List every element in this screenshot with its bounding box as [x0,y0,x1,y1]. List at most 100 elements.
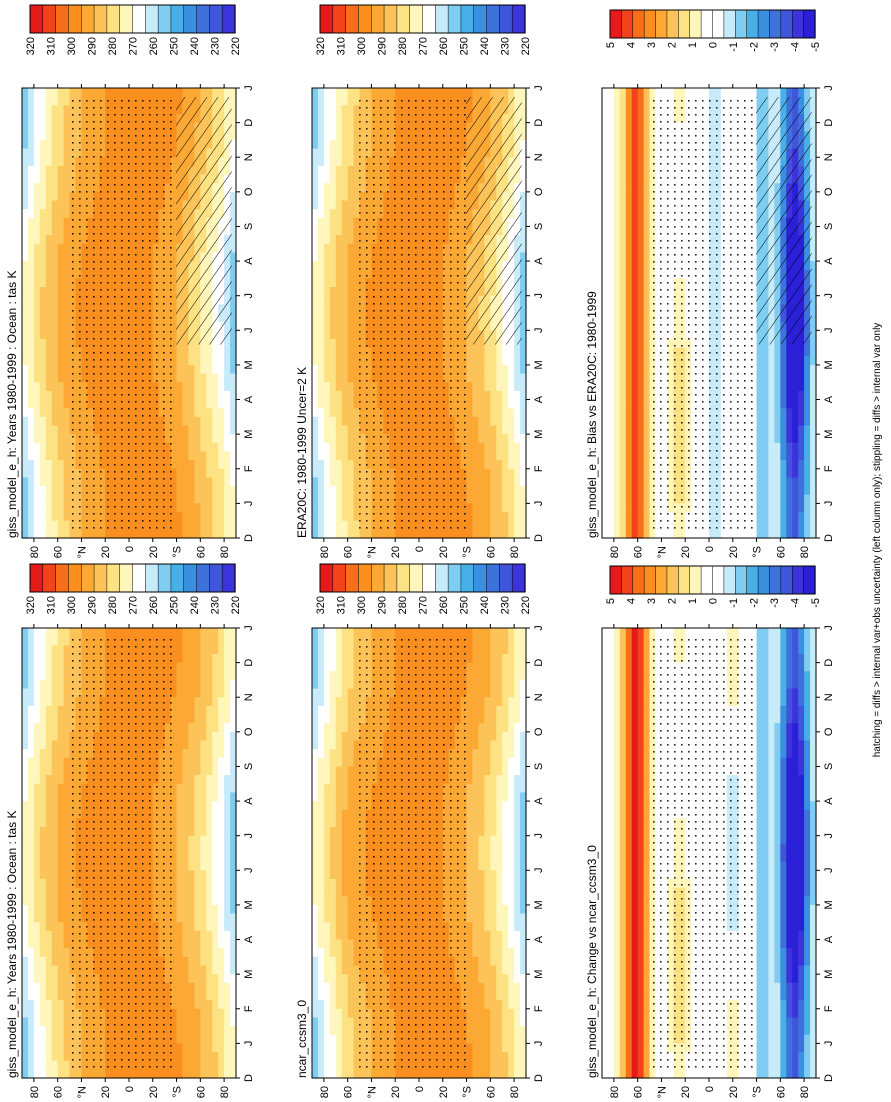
heatmap-cell [643,278,651,288]
month-tick-label: J [533,328,545,334]
heatmap-cell [33,356,41,366]
heatmap-cell [466,408,474,418]
heatmap-cell [335,486,343,496]
heatmap-cell [649,88,657,98]
heatmap-cell [786,416,793,427]
heatmap-cell [57,364,65,375]
heatmap-cell [619,373,627,383]
heatmap-cell [602,347,609,357]
heatmap-cell [496,382,503,392]
lat-tick-label: 0 [414,546,426,552]
heatmap-cell [353,235,361,245]
heatmap-cell [33,364,41,375]
heatmap-cell [484,451,491,461]
heatmap-cell [63,252,71,262]
heatmap-cell [643,96,651,106]
heatmap-cell [323,373,331,383]
heatmap-cell [407,88,414,98]
heatmap-cell [377,88,384,98]
heatmap-cell [625,131,633,141]
heatmap-cell [353,269,361,279]
month-tick-label: A [823,395,835,403]
heatmap-cell [39,191,47,202]
heatmap-cell [613,382,621,392]
heatmap-cell [607,416,615,427]
heatmap-cell [75,529,83,539]
lat-tick-label: 0 [704,546,716,552]
heatmap-cell [323,529,331,539]
heatmap-cell [637,122,645,132]
heatmap-cell [478,364,485,375]
heatmap-cell [484,364,491,375]
heatmap-cell [39,269,47,279]
heatmap-cell [335,460,343,470]
heatmap-cell [93,88,100,98]
heatmap-cell [613,287,621,297]
heatmap-cell [63,278,71,288]
heatmap-cell [637,88,645,98]
heatmap-cell [756,486,764,496]
heatmap-cell [619,520,627,530]
heatmap-cell [738,529,746,539]
heatmap-cell [637,416,645,427]
heatmap-cell [607,364,615,375]
heatmap-cell [478,416,485,427]
heatmap-cell [312,408,319,418]
heatmap-cell [602,226,609,236]
heatmap-cell [341,165,349,176]
heatmap-cell [607,88,615,98]
heatmap-cell [625,373,633,383]
heatmap-cell [341,96,349,106]
heatmap-cell [762,503,770,513]
heatmap-cell [51,191,59,202]
heatmap-cell [520,165,527,176]
heatmap-cell [520,226,527,236]
heatmap-cell [347,512,355,522]
heatmap-cell [45,200,53,210]
heatmap-cell [51,200,59,210]
heatmap-cell [347,425,355,435]
heatmap-cell [33,529,41,539]
heatmap-cell [762,382,770,392]
heatmap-cell [637,512,645,522]
heatmap-cell [631,442,639,453]
heatmap-cell [631,105,639,115]
heatmap-cell [317,468,325,479]
heatmap-cell [335,468,343,479]
heatmap-cell [810,113,817,124]
heatmap-cell [312,434,319,444]
heatmap-cell [810,261,817,271]
heatmap-cell [810,174,817,184]
heatmap-cell [637,364,645,375]
colorbar-swatch [735,9,748,39]
heatmap-cell [637,330,645,340]
heatmap-cell [607,494,615,504]
heatmap-cell [22,364,29,375]
heatmap-cell [810,209,817,219]
heatmap-cell [798,512,805,522]
heatmap-cell [643,226,651,236]
heatmap-cell [637,113,645,124]
heatmap-cell [33,174,41,184]
heatmap-cell [353,217,361,228]
heatmap-cell [27,477,35,487]
colorbar-swatch [712,9,725,39]
heatmap-cell [353,529,361,539]
heatmap-cell [312,295,319,305]
heatmap-cell [619,157,627,167]
heatmap-cell [607,330,615,340]
heatmap-cell [359,88,367,98]
heatmap-cell [329,96,337,106]
heatmap-cell [762,477,770,487]
heatmap-cell [484,373,491,383]
heatmap-cell [637,468,645,479]
heatmap-cell [643,520,651,530]
heatmap-cell [22,226,29,236]
heatmap-cell [762,347,770,357]
heatmap-cell [33,330,41,340]
heatmap-cell [329,105,337,115]
heatmap-cell [22,460,29,470]
heatmap-cell [514,88,521,98]
heatmap-cell [312,165,319,176]
heatmap-cell [804,88,811,98]
